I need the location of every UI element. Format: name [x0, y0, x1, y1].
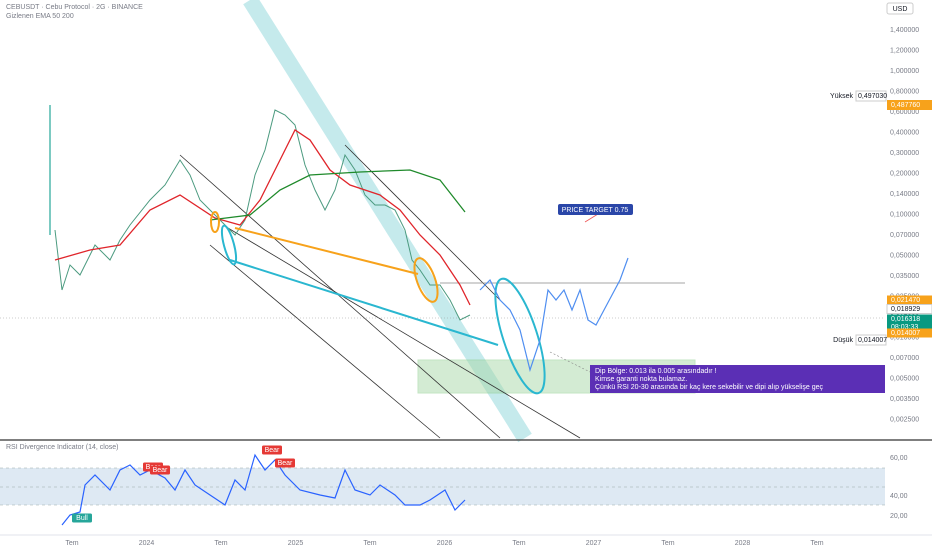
price-tag-bg — [887, 314, 932, 324]
channel-lines — [179, 144, 581, 439]
signal-bg — [150, 465, 170, 475]
ema-200 — [209, 169, 466, 221]
price-tick: 0,035000 — [890, 273, 919, 280]
indicator: Gizlenen EMA 50 200 — [6, 13, 74, 20]
signal: Bear — [278, 460, 293, 467]
rsi-tick: 60,00 — [890, 455, 908, 462]
price-tick: 0,100000 — [890, 211, 919, 218]
price-axis — [885, 0, 932, 550]
time-tick: 2027 — [586, 540, 602, 547]
currency-button[interactable] — [886, 2, 914, 15]
time-tick: Tem — [363, 540, 376, 547]
high-value: 0,497030 — [858, 93, 887, 100]
price-target: PRICE TARGET 0.75 — [562, 207, 629, 214]
price-tag: 0,018929 — [891, 306, 920, 313]
time-tick: Tem — [810, 540, 823, 547]
price-tag-bg — [887, 328, 932, 338]
time-tick: 2028 — [735, 540, 751, 547]
projection — [479, 257, 629, 373]
low-value: 0,014007 — [858, 337, 887, 344]
low-label: Düşük — [833, 337, 853, 344]
signal: Bear — [265, 447, 280, 454]
ema-50 — [54, 129, 471, 306]
time-tick: 2025 — [288, 540, 304, 547]
rsi-tick: 20,00 — [890, 513, 908, 520]
rsi-band — [0, 468, 885, 505]
high-label: Yüksek — [830, 93, 853, 100]
time-tick: Tem — [512, 540, 525, 547]
price-tick: 1,400000 — [890, 27, 919, 34]
price-tag-bg — [887, 295, 932, 305]
price-tick: 0,002500 — [890, 416, 919, 423]
target-box — [558, 204, 633, 215]
price-path — [54, 109, 471, 321]
note-line: Dip Bölge: 0.013 ila 0.005 arasındadır ! — [595, 368, 716, 375]
price-tag: 0,016318 — [891, 316, 920, 323]
signal: Bull — [76, 515, 88, 522]
high-tag: 0,487760 — [891, 102, 920, 109]
price-tick: 0,300000 — [890, 150, 919, 157]
note-line: Çünkü RSI 20-30 arasında bir kaç kere se… — [595, 384, 824, 391]
note-pointer — [549, 351, 591, 373]
rsi-line — [61, 453, 466, 526]
price-tag: 0,021470 — [891, 297, 920, 304]
rsi-title: RSI Divergence Indicator (14, close) — [6, 444, 118, 451]
time-tick: Tem — [214, 540, 227, 547]
price-tick: 0,600000 — [890, 109, 919, 116]
price-tick: 0,003500 — [890, 396, 919, 403]
price-tick: 0,140000 — [890, 191, 919, 198]
note-line: Kimse garanti nokta bulamaz. — [595, 376, 687, 383]
note: Dip Bölge: 0.013 ila 0.005 arasındadır !… — [595, 368, 824, 391]
time-tick: Tem — [661, 540, 674, 547]
price-tick: 0,010000 — [890, 334, 919, 341]
note-box — [590, 365, 885, 393]
signal-bg — [262, 445, 282, 455]
time-tick: 2026 — [437, 540, 453, 547]
price-tag-bg — [887, 322, 932, 332]
price-tag: 0,014007 — [891, 330, 920, 337]
time-tick: 2024 — [139, 540, 155, 547]
price-tick: 0,005000 — [890, 375, 919, 382]
low-box — [855, 334, 887, 346]
high-tag-bg — [887, 100, 932, 110]
price-tick: 0,070000 — [890, 232, 919, 239]
rsi-tick: 40,00 — [890, 493, 908, 500]
price-tick: 0,200000 — [890, 170, 919, 177]
price-tick: 0,400000 — [890, 129, 919, 136]
currency[interactable]: USD — [893, 6, 908, 13]
price-tag-bg — [886, 304, 932, 314]
price-tick: 1,000000 — [890, 68, 919, 75]
target-pointer — [584, 213, 599, 223]
signal-bg — [275, 458, 295, 468]
time-tick: Tem — [65, 540, 78, 547]
signal-bg — [72, 513, 92, 523]
price-tag: 08:03:33 — [891, 324, 918, 331]
price-tick: 1,200000 — [890, 47, 919, 54]
price-tick: 0,007000 — [890, 355, 919, 362]
signal: Bear — [153, 467, 168, 474]
symbol: CEBUSDT · Cebu Protocol · 2G · BINANCE — [6, 4, 143, 11]
drawings — [210, 211, 546, 395]
high-box — [855, 90, 887, 102]
price-tick: 0,050000 — [890, 252, 919, 259]
price-tick: 0,800000 — [890, 88, 919, 95]
